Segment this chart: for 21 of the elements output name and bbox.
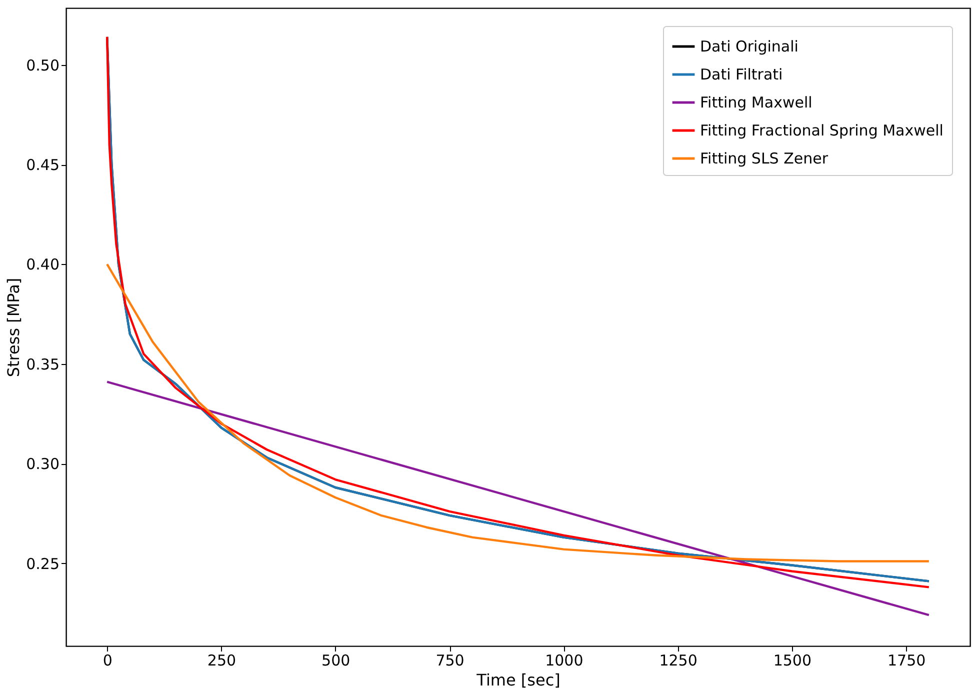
x-axis-title: Time [sec] bbox=[476, 670, 560, 690]
y-tick-label: 0.25 bbox=[26, 554, 60, 573]
legend-label: Fitting SLS Zener bbox=[700, 150, 829, 168]
x-tick-label: 1250 bbox=[659, 652, 698, 670]
x-tick-label: 1750 bbox=[887, 652, 926, 670]
x-tick-label: 0 bbox=[102, 652, 112, 670]
x-tick-label: 1000 bbox=[545, 652, 584, 670]
y-tick-label: 0.45 bbox=[26, 156, 60, 174]
y-tick-label: 0.30 bbox=[26, 455, 60, 474]
legend-label: Dati Filtrati bbox=[700, 66, 783, 84]
x-tick-label: 750 bbox=[436, 652, 464, 670]
y-axis-title: Stress [MPa] bbox=[4, 278, 24, 378]
legend-label: Fitting Fractional Spring Maxwell bbox=[700, 122, 944, 140]
legend-label: Dati Originali bbox=[700, 38, 798, 56]
x-tick-label: 250 bbox=[207, 652, 236, 670]
y-tick-label: 0.50 bbox=[26, 56, 60, 74]
x-tick-label: 1500 bbox=[773, 652, 812, 670]
y-tick-label: 0.40 bbox=[26, 256, 60, 274]
x-tick-label: 500 bbox=[322, 652, 350, 670]
legend-label: Fitting Maxwell bbox=[700, 94, 812, 112]
y-tick-label: 0.35 bbox=[26, 355, 60, 374]
